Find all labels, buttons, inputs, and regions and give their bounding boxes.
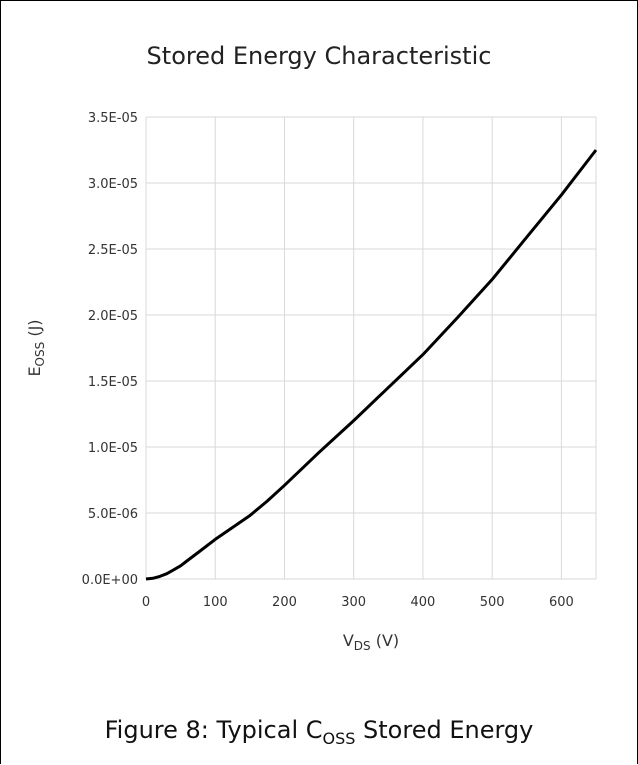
- figure-caption: Figure 8: Typical COSS Stored Energy: [104, 716, 534, 748]
- x-axis-ticks: 0 100 200 300 400 500 600: [142, 595, 574, 610]
- x-tick-label: 0: [142, 595, 150, 610]
- series-line: [145, 149, 598, 581]
- x-tick-label: 300: [341, 595, 366, 610]
- chart-title: Stored Energy Characteristic: [146, 42, 492, 70]
- x-tick-label: 100: [203, 595, 228, 610]
- y-tick-label: 2.0E-05: [88, 309, 138, 324]
- y-tick-label: 3.0E-05: [88, 177, 138, 192]
- y-tick-label: 0.0E+00: [82, 573, 138, 588]
- y-tick-label: 5.0E-06: [88, 507, 138, 522]
- y-tick-label: 1.5E-05: [88, 375, 138, 390]
- y-tick-label: 3.5E-05: [88, 111, 138, 126]
- chart-series: [145, 149, 598, 581]
- x-tick-label: 600: [549, 595, 574, 610]
- y-tick-label: 2.5E-05: [88, 243, 138, 258]
- chart-plot: 0.0E+00 5.0E-06 1.0E-05 1.5E-05 2.0E-05 2.5E-…: [25, 111, 598, 653]
- x-tick-label: 500: [480, 595, 505, 610]
- x-tick-label: 400: [411, 595, 436, 610]
- chart-grid: [145, 116, 597, 580]
- x-tick-label: 200: [272, 595, 297, 610]
- y-tick-label: 1.0E-05: [88, 441, 138, 456]
- y-axis-label: EOSS (J): [25, 319, 47, 376]
- y-axis-ticks: 0.0E+00 5.0E-06 1.0E-05 1.5E-05 2.0E-05 2.5E-…: [82, 111, 138, 588]
- x-axis-label: VDS (V): [343, 631, 399, 653]
